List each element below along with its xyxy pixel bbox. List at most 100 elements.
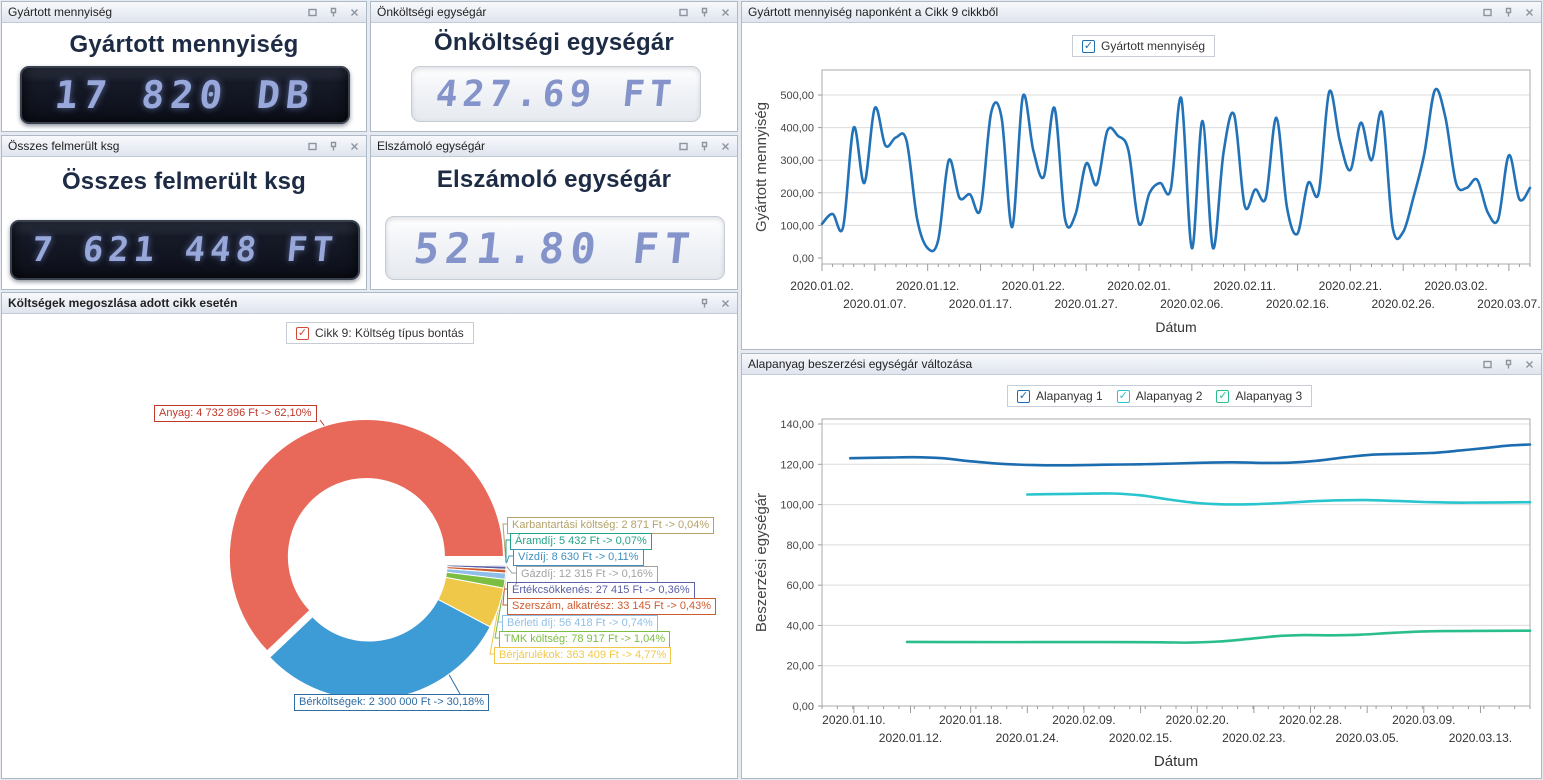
donut-callout-label: TMK költség: 78 917 Ft -> 1,04% xyxy=(499,631,671,648)
close-icon[interactable] xyxy=(720,7,731,18)
y-axis-title: Beszerzési egységár xyxy=(753,493,770,632)
panel-title: Költségek megoszlása adott cikk esetén xyxy=(8,296,238,310)
legend-checkbox[interactable]: ✓ xyxy=(296,326,309,340)
x-tick-label: 2020.02.06. xyxy=(1160,297,1223,311)
y-tick-label: 40,00 xyxy=(786,620,814,632)
x-tick-label: 2020.03.05. xyxy=(1335,731,1398,745)
donut-callout-label: Szerszám, alkatrész: 33 145 Ft -> 0,43% xyxy=(507,598,717,615)
y-tick-label: 300,00 xyxy=(780,155,814,167)
x-tick-label: 2020.01.12. xyxy=(879,731,942,745)
kpi-heading: Gyártott mennyiség xyxy=(69,31,299,58)
maximize-icon[interactable] xyxy=(1482,7,1493,18)
pin-icon[interactable] xyxy=(1503,359,1514,370)
legend-label: Alapanyag 3 xyxy=(1235,389,1303,403)
legend-item: ✓ Gyártott mennyiség xyxy=(1082,39,1205,53)
maximize-icon[interactable] xyxy=(678,141,689,152)
panel-header: Gyártott mennyiség naponként a Cikk 9 ci… xyxy=(742,2,1541,23)
panel-title: Gyártott mennyiség xyxy=(8,5,113,19)
y-tick-label: 100,00 xyxy=(780,500,814,512)
x-tick-label: 2020.02.21. xyxy=(1319,279,1382,293)
y-tick-label: 100,00 xyxy=(780,220,814,232)
donut-slice-11[interactable] xyxy=(228,419,504,652)
legend-label: Alapanyag 2 xyxy=(1135,389,1203,403)
legend-item: ✓ Cikk 9: Költség típus bontás xyxy=(296,326,464,340)
material-line-series-3 xyxy=(905,629,1532,644)
x-tick-label: 2020.02.15. xyxy=(1109,731,1172,745)
donut-callout-line xyxy=(502,523,507,564)
legend-checkbox[interactable]: ✓ xyxy=(1082,39,1095,53)
pin-icon[interactable] xyxy=(328,141,339,152)
y-tick-label: 200,00 xyxy=(780,188,814,200)
pin-icon[interactable] xyxy=(1503,7,1514,18)
x-tick-label: 2020.02.09. xyxy=(1052,713,1115,727)
x-tick-label: 2020.01.07. xyxy=(843,297,906,311)
legend-item: ✓ Alapanyag 2 xyxy=(1116,389,1203,403)
y-tick-label: 80,00 xyxy=(786,540,814,552)
kpi-heading: Önköltségi egységár xyxy=(434,29,674,56)
legend-item: ✓ Alapanyag 1 xyxy=(1017,389,1103,403)
production-chart-legend: ✓ Gyártott mennyiség xyxy=(1072,35,1216,57)
x-tick-label: 2020.02.16. xyxy=(1266,297,1329,311)
maximize-icon[interactable] xyxy=(307,7,318,18)
pin-icon[interactable] xyxy=(699,7,710,18)
panel-title: Alapanyag beszerzési egységár változása xyxy=(748,357,973,371)
x-tick-label: 2020.02.11. xyxy=(1213,279,1276,293)
y-tick-label: 140,00 xyxy=(780,419,814,431)
donut-callout-label: Anyag: 4 732 896 Ft -> 62,10% xyxy=(154,405,317,422)
legend-checkbox[interactable]: ✓ xyxy=(1017,389,1030,403)
donut-slice-10[interactable] xyxy=(268,598,491,701)
panel-daily-production-chart: Gyártott mennyiség naponként a Cikk 9 ci… xyxy=(741,1,1542,350)
donut-callout-label: Vízdíj: 8 630 Ft -> 0,11% xyxy=(513,549,644,566)
donut-svg xyxy=(228,419,516,701)
digital-display-self-cost: 427.69 FT xyxy=(411,66,701,122)
legend-checkbox[interactable]: ✓ xyxy=(1116,389,1130,403)
donut-callout-line xyxy=(505,565,516,574)
digital-display-value: 427.69 FT xyxy=(433,73,679,115)
pin-icon[interactable] xyxy=(699,298,710,309)
y-tick-label: 0,00 xyxy=(793,701,814,713)
digital-display-produced-quantity: 17 820 DB xyxy=(20,66,350,124)
x-tick-label: 2020.02.26. xyxy=(1371,297,1434,311)
donut-callout-label: Bérjárulékok: 363 409 Ft -> 4,77% xyxy=(494,647,672,664)
x-tick-label: 2020.01.12. xyxy=(896,279,959,293)
x-tick-label: 2020.01.17. xyxy=(949,297,1012,311)
plot-border xyxy=(821,418,1531,707)
close-icon[interactable] xyxy=(349,141,360,152)
digital-display-value: 7 621 448 FT xyxy=(30,230,340,270)
x-tick-label: 2020.02.28. xyxy=(1279,713,1342,727)
close-icon[interactable] xyxy=(349,7,360,18)
digital-display-value: 17 820 DB xyxy=(52,73,318,117)
maximize-icon[interactable] xyxy=(1482,359,1493,370)
panel-header: Gyártott mennyiség xyxy=(2,2,366,23)
x-tick-label: 2020.03.02. xyxy=(1424,279,1487,293)
digital-display-settlement-price: 521.80 FT xyxy=(385,216,725,280)
kpi-heading: Összes felmerült ksg xyxy=(61,168,307,195)
maximize-icon[interactable] xyxy=(678,7,689,18)
donut-callout-label: Karbantartási költség: 2 871 Ft -> 0,04% xyxy=(507,517,715,534)
panel-title: Elszámoló egységár xyxy=(377,139,486,153)
close-icon[interactable] xyxy=(1524,7,1535,18)
maximize-icon[interactable] xyxy=(307,141,318,152)
legend-label: Cikk 9: Költség típus bontás xyxy=(315,326,464,340)
x-tick-label: 2020.01.18. xyxy=(939,713,1002,727)
legend-checkbox[interactable]: ✓ xyxy=(1216,389,1230,403)
panel-produced-quantity: Gyártott mennyiség Gyártott mennyiség 17… xyxy=(1,1,367,132)
donut-callout-line xyxy=(489,608,499,655)
production-line-series xyxy=(820,87,1532,253)
y-tick-label: 120,00 xyxy=(780,459,814,471)
donut-callout-line xyxy=(446,670,461,695)
x-tick-label: 2020.03.09. xyxy=(1392,713,1455,727)
close-icon[interactable] xyxy=(720,141,731,152)
panel-material-price-chart: Alapanyag beszerzési egységár változása … xyxy=(741,353,1542,779)
donut-callout-label: Áramdíj: 5 432 Ft -> 0,07% xyxy=(510,533,652,550)
panel-settlement-unit-price: Elszámoló egységár Elszámoló egységár 52… xyxy=(370,135,738,290)
close-icon[interactable] xyxy=(720,298,731,309)
pin-icon[interactable] xyxy=(699,141,710,152)
panel-title: Összes felmerült ksg xyxy=(8,139,120,153)
donut-callout-line xyxy=(494,583,505,639)
donut-callout-line xyxy=(505,539,510,564)
donut-callout-label: Gázdíj: 12 315 Ft -> 0,16% xyxy=(516,566,658,583)
close-icon[interactable] xyxy=(1524,359,1535,370)
pin-icon[interactable] xyxy=(328,7,339,18)
